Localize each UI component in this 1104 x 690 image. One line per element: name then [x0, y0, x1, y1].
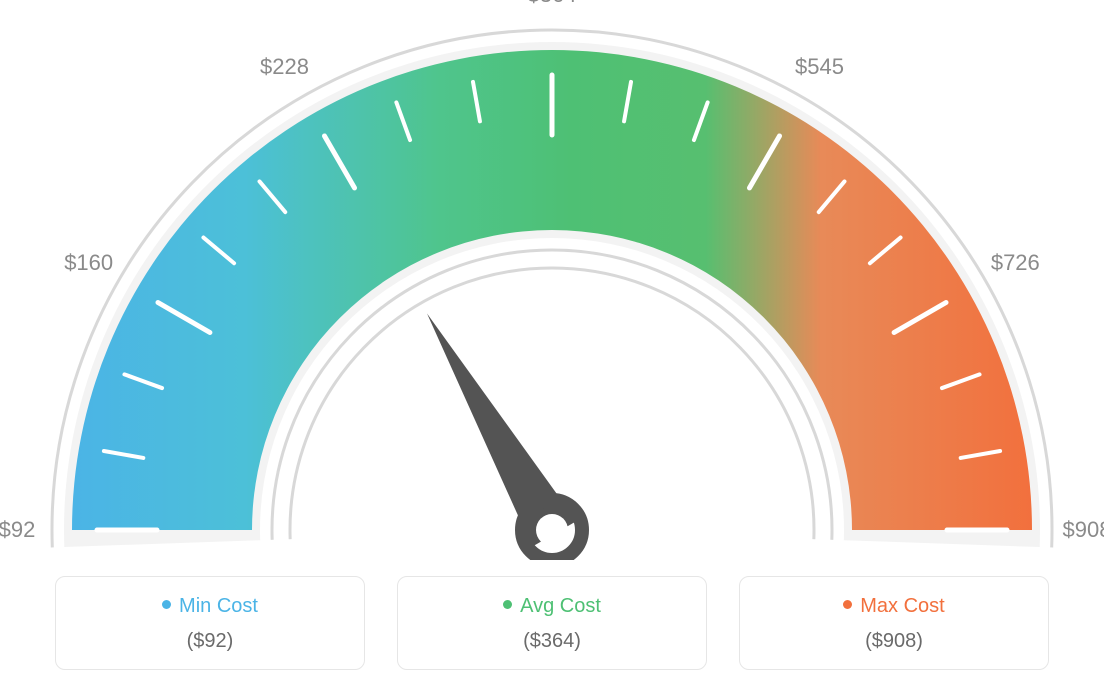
gauge-tick-label: $364 [528, 0, 577, 8]
legend-label-avg: Avg Cost [520, 595, 601, 617]
legend-dot-min [162, 600, 171, 609]
gauge-tick-label: $726 [991, 250, 1040, 276]
cost-gauge-chart: $92 $160 $228 $364 $545 $726 $908 Min Cost ($9… [0, 0, 1104, 690]
legend-dot-avg [503, 600, 512, 609]
gauge-area: $92 $160 $228 $364 $545 $726 $908 [0, 0, 1104, 560]
gauge-tick-label: $545 [795, 54, 844, 80]
legend-dot-max [843, 600, 852, 609]
legend-title-min: Min Cost [56, 595, 364, 618]
gauge-svg [0, 0, 1104, 560]
gauge-tick-label: $92 [0, 517, 35, 543]
legend-value-min: ($92) [56, 630, 364, 653]
legend-title-avg: Avg Cost [398, 595, 706, 618]
gauge-tick-label: $908 [1063, 517, 1104, 543]
legend-card-avg: Avg Cost ($364) [397, 576, 707, 670]
legend-title-max: Max Cost [740, 595, 1048, 618]
legend-card-min: Min Cost ($92) [55, 576, 365, 670]
legend-label-min: Min Cost [179, 595, 258, 617]
legend-value-max: ($908) [740, 630, 1048, 653]
legend-row: Min Cost ($92) Avg Cost ($364) Max Cost … [0, 576, 1104, 670]
legend-label-max: Max Cost [860, 595, 944, 617]
legend-value-avg: ($364) [398, 630, 706, 653]
legend-card-max: Max Cost ($908) [739, 576, 1049, 670]
gauge-tick-label: $228 [260, 54, 309, 80]
gauge-tick-label: $160 [64, 250, 113, 276]
